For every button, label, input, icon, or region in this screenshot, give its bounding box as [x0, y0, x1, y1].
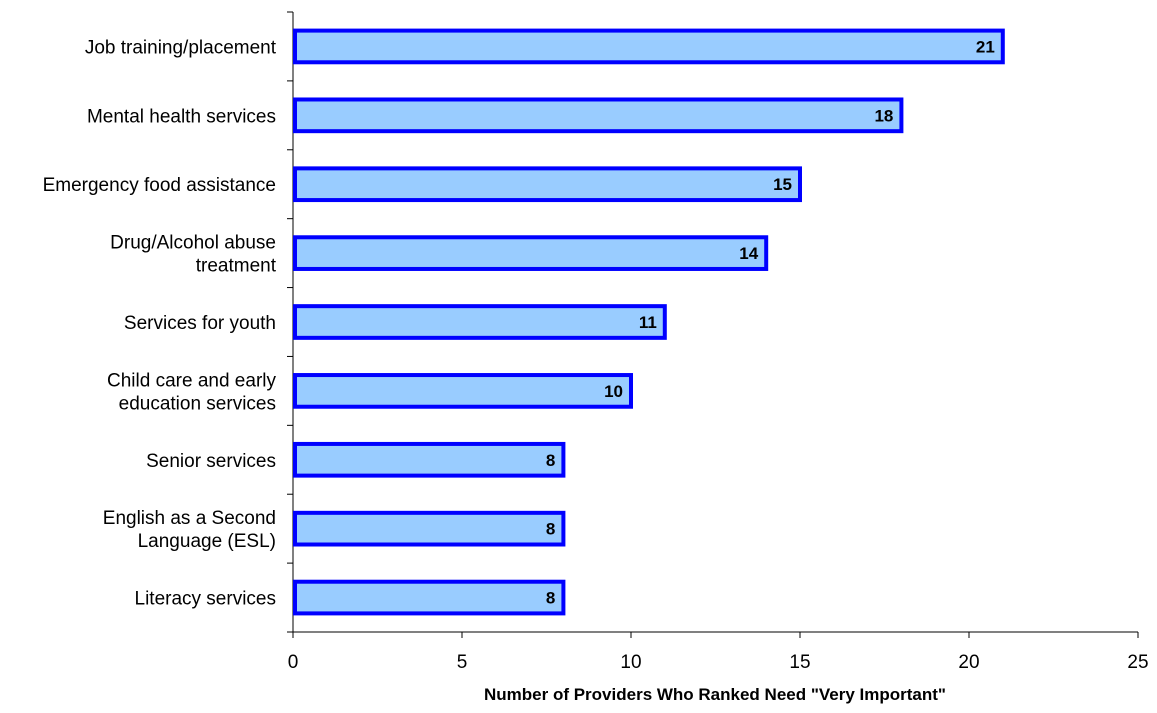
x-ticks: 0 5 10 15 20 25 — [288, 632, 1149, 673]
bar — [293, 441, 566, 478]
category-label: Literacy services — [135, 589, 277, 610]
x-tick-label: 15 — [789, 652, 810, 673]
bar — [293, 373, 633, 409]
bars — [293, 28, 1005, 616]
x-tick-label: 25 — [1127, 652, 1148, 673]
category-label: Drug/Alcohol abuse treatment — [110, 233, 277, 277]
data-label: 15 — [773, 175, 792, 194]
x-tick-label: 5 — [457, 652, 468, 673]
data-label: 8 — [546, 520, 555, 539]
category-label: Emergency food assistance — [43, 175, 276, 196]
bar — [293, 579, 566, 616]
x-tick-label: 20 — [958, 652, 979, 673]
x-tick-label: 0 — [288, 652, 299, 673]
data-label: 8 — [546, 451, 555, 470]
x-axis-title: Number of Providers Who Ranked Need "Ver… — [484, 685, 946, 704]
bar — [293, 304, 667, 340]
data-label: 18 — [874, 106, 893, 125]
bar — [293, 510, 566, 547]
bar — [293, 235, 769, 271]
data-label: 10 — [604, 382, 623, 401]
data-label: 21 — [976, 37, 995, 56]
category-label: Job training/placement — [85, 37, 277, 58]
category-label: Senior services — [146, 451, 276, 472]
x-tick-label: 10 — [620, 652, 641, 673]
y-ticks — [287, 11, 293, 633]
category-label: Child care and early education services — [107, 370, 276, 414]
data-label: 8 — [546, 589, 555, 608]
data-label: 11 — [639, 313, 657, 332]
bar — [293, 97, 904, 134]
category-label: Services for youth — [124, 313, 276, 334]
category-label: Mental health services — [87, 106, 276, 127]
bar — [293, 166, 802, 203]
category-label: English as a Second Language (ESL) — [103, 508, 276, 552]
category-labels: Job training/placement Mental health serv… — [43, 37, 277, 609]
data-label: 14 — [739, 244, 758, 263]
data-labels: 21 18 15 14 11 10 8 8 8 — [546, 37, 995, 607]
bar — [293, 28, 1005, 65]
